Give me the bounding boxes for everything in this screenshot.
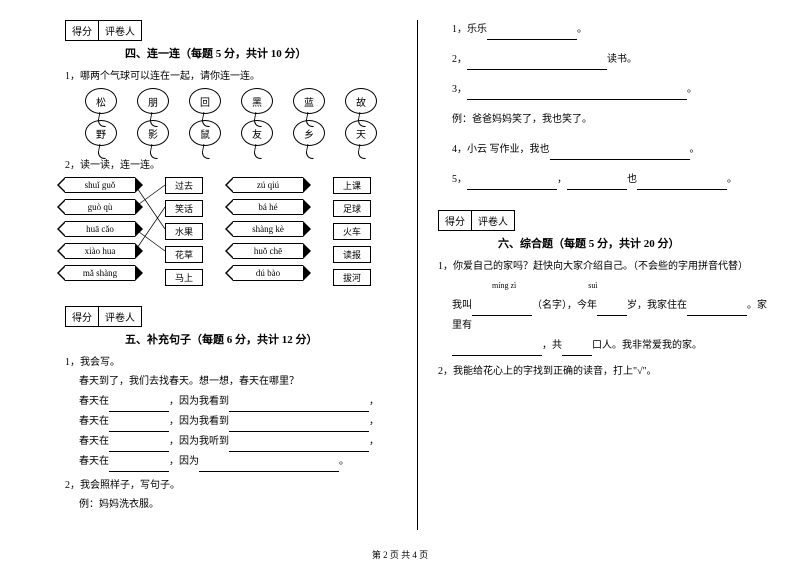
left-column: 得分 评卷人 四、连一连（每题 5 分，共计 10 分） 1，哪两个气球可以连在… <box>65 20 418 530</box>
balloon: 野 <box>85 120 117 146</box>
r-example: 例：爸爸妈妈笑了，我也笑了。 <box>452 110 770 130</box>
pinyin-box: huǒ chē <box>233 243 303 259</box>
q4-1-text: 1，哪两个气球可以连在一起，请你连一连。 <box>65 67 397 82</box>
balloon: 黑 <box>241 88 273 114</box>
match-area: shuǐ guǒ guò qù huā cǎo xiào hua mǎ shàn… <box>65 177 397 286</box>
pinyin-box: bá hé <box>233 199 303 215</box>
right-column: 1，乐乐。 2，读书。 3，。 例：爸爸妈妈笑了，我也笑了。 4，小云 写作业，… <box>418 20 770 530</box>
word-box: 拔河 <box>333 269 371 286</box>
section6-title: 六、综合题（每题 5 分，共计 20 分） <box>498 235 770 251</box>
score-label: 得分 <box>66 21 99 40</box>
word-box: 读报 <box>333 246 371 263</box>
r-line5: 5，，也。 <box>452 170 770 190</box>
score-box: 得分 评卷人 <box>65 306 142 327</box>
match-right-pinyin: zú qiú bá hé shàng kè huǒ chē dú bào <box>233 177 303 286</box>
q6-1: 1，你爱自己的家吗？赶快向大家介绍自己。（不会些的字用拼音代替） <box>438 257 770 272</box>
grader-label: 评卷人 <box>99 21 141 40</box>
q5-1: 1，我会写。 <box>65 353 397 368</box>
balloon: 天 <box>345 120 377 146</box>
pinyin-box: xiào hua <box>65 243 135 259</box>
grader-label: 评卷人 <box>472 211 514 230</box>
grader-label: 评卷人 <box>99 307 141 326</box>
balloon: 友 <box>241 120 273 146</box>
section5-title: 五、补充句子（每题 6 分，共计 12 分） <box>125 331 397 347</box>
section4-title: 四、连一连（每题 5 分，共计 10 分） <box>125 45 397 61</box>
r-line3: 3，。 <box>452 80 770 100</box>
q4-2-text: 2，读一读，连一连。 <box>65 156 397 171</box>
word-box: 足球 <box>333 200 371 217</box>
balloon: 朋 <box>137 88 169 114</box>
balloon: 回 <box>189 88 221 114</box>
page-container: 得分 评卷人 四、连一连（每题 5 分，共计 10 分） 1，哪两个气球可以连在… <box>0 0 800 540</box>
match-right-words: 上课 足球 火车 读报 拔河 <box>333 177 371 286</box>
fill-row: 春天在，因为我听到， <box>79 432 397 452</box>
score-box: 得分 评卷人 <box>65 20 142 41</box>
r-line2: 2，读书。 <box>452 50 770 70</box>
balloon: 鼠 <box>189 120 221 146</box>
pinyin-box: shàng kè <box>233 221 303 237</box>
match-left-words: 过去 笑话 水果 花草 马上 <box>165 177 203 286</box>
r-line1: 1，乐乐。 <box>452 20 770 40</box>
word-box: 火车 <box>333 223 371 240</box>
balloon-row-top: 松 朋 回 黑 蓝 故 <box>75 88 387 114</box>
pinyin-box: mǎ shàng <box>65 265 135 281</box>
pinyin-box: guò qù <box>65 199 135 215</box>
q6-2: 2，我能给花心上的字找到正确的读音，打上"√"。 <box>438 362 770 377</box>
word-box: 马上 <box>165 269 203 286</box>
r-line4: 4，小云 写作业，我也。 <box>452 140 770 160</box>
score-label: 得分 <box>66 307 99 326</box>
fill-row: 春天在，因为我看到， <box>79 412 397 432</box>
balloon-row-bottom: 野 影 鼠 友 乡 天 <box>75 120 387 146</box>
pinyin-box: zú qiú <box>233 177 303 193</box>
balloon: 故 <box>345 88 377 114</box>
score-box: 得分 评卷人 <box>438 210 515 231</box>
fill-row: 春天在，因为我看到， <box>79 392 397 412</box>
word-box: 水果 <box>165 223 203 240</box>
q5-2: 2，我会照样子，写句子。 <box>65 476 397 491</box>
q6-pinyin-row: míng zì suì <box>452 276 770 296</box>
word-box: 过去 <box>165 177 203 194</box>
balloon: 乡 <box>293 120 325 146</box>
word-box: 笑话 <box>165 200 203 217</box>
word-box: 上课 <box>333 177 371 194</box>
balloon: 影 <box>137 120 169 146</box>
q6-fill2: ，共口人。我非常爱我的家。 <box>452 336 770 356</box>
score-label: 得分 <box>439 211 472 230</box>
fill-row: 春天在，因为。 <box>79 452 397 472</box>
pinyin-box: shuǐ guǒ <box>65 177 135 193</box>
word-box: 花草 <box>165 246 203 263</box>
pinyin-box: dú bào <box>233 265 303 281</box>
q5-intro: 春天到了，我们去找春天。想一想，春天在哪里？ <box>79 372 397 392</box>
balloon: 蓝 <box>293 88 325 114</box>
q5-2-ex: 例：妈妈洗衣服。 <box>79 495 397 515</box>
match-left-pinyin: shuǐ guǒ guò qù huā cǎo xiào hua mǎ shàn… <box>65 177 135 286</box>
page-footer: 第 2 页 共 4 页 <box>0 548 800 561</box>
balloon: 松 <box>85 88 117 114</box>
q6-fill1: 我叫（名字），今年岁，我家住在。家里有 <box>452 296 770 336</box>
pinyin-box: huā cǎo <box>65 221 135 237</box>
